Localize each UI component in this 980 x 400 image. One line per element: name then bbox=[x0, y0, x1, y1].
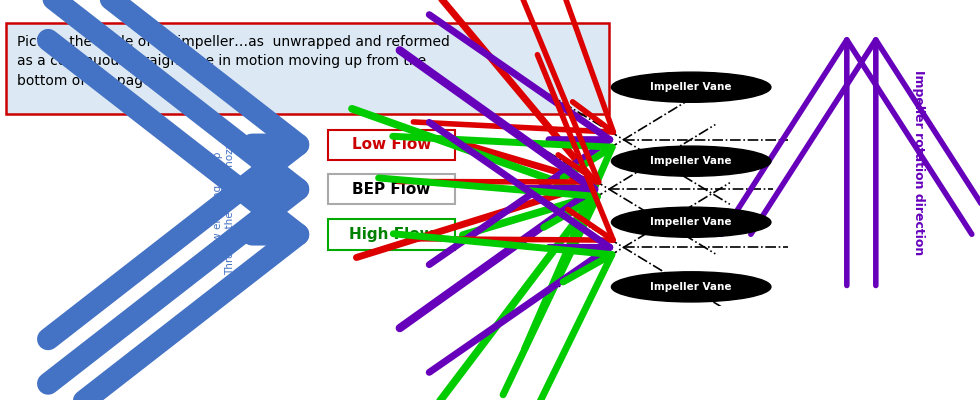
Ellipse shape bbox=[612, 146, 771, 176]
Text: Impeller Vane: Impeller Vane bbox=[651, 217, 732, 227]
Text: Impeller Vane: Impeller Vane bbox=[651, 156, 732, 166]
Text: Flow entering pump
Through the suction nozzle: Flow entering pump Through the suction n… bbox=[214, 134, 235, 275]
Text: Impeller Vane: Impeller Vane bbox=[651, 82, 732, 92]
Ellipse shape bbox=[612, 272, 771, 302]
Text: Picture the circle of an impeller…as  unwrapped and reformed
as a continuous str: Picture the circle of an impeller…as unw… bbox=[18, 35, 450, 88]
Text: Impeller rotation direction: Impeller rotation direction bbox=[911, 70, 925, 255]
FancyBboxPatch shape bbox=[327, 130, 456, 160]
FancyBboxPatch shape bbox=[327, 174, 456, 204]
Text: High Flow: High Flow bbox=[349, 227, 434, 242]
Ellipse shape bbox=[612, 72, 771, 102]
Text: Impeller Vane: Impeller Vane bbox=[651, 282, 732, 292]
Ellipse shape bbox=[612, 207, 771, 237]
FancyBboxPatch shape bbox=[327, 219, 456, 250]
Text: Low Flow: Low Flow bbox=[352, 137, 431, 152]
FancyBboxPatch shape bbox=[6, 23, 609, 114]
Text: BEP Flow: BEP Flow bbox=[353, 182, 430, 197]
